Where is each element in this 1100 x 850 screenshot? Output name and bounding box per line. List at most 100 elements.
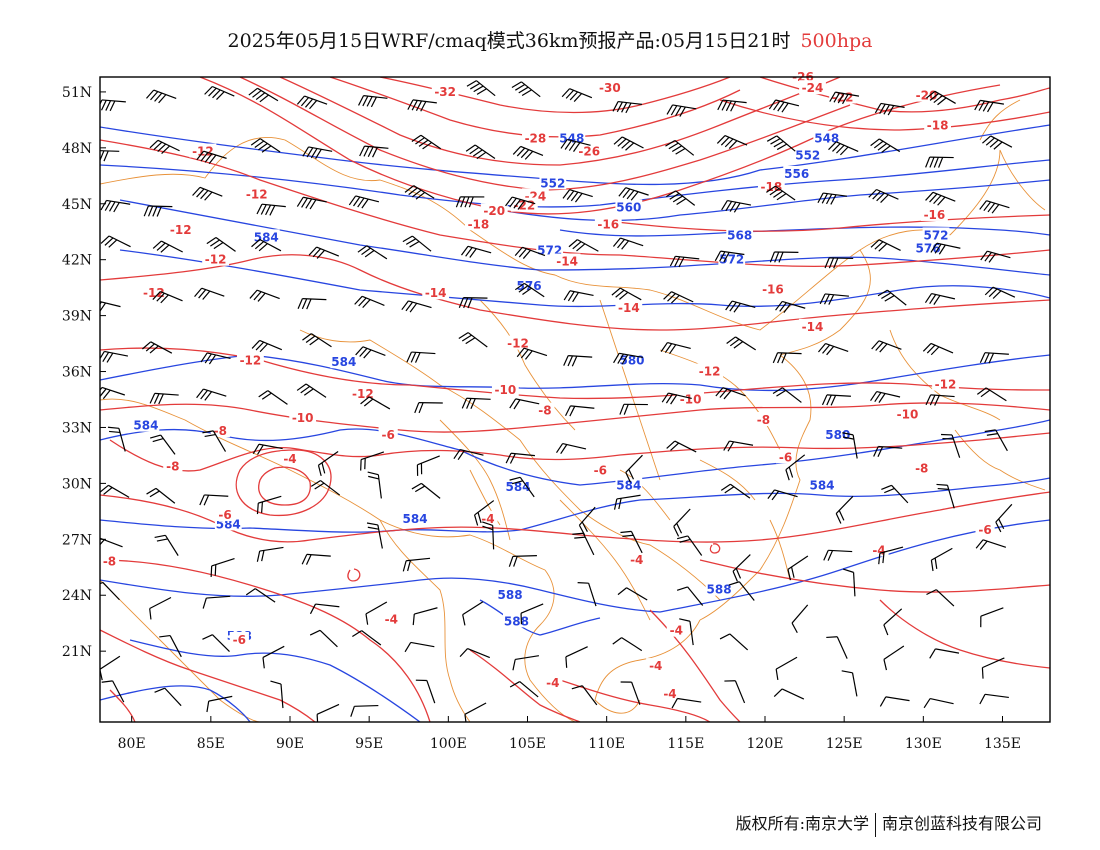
wind-barb-feather [513,199,521,209]
wind-barb-feather [253,291,262,301]
wind-barb-feather [196,388,204,399]
lon-tick-label: 110E [588,736,625,752]
wind-barb-staff [677,697,702,703]
wind-barb-feather [879,696,887,707]
temperature-contour-label: -6 [594,463,607,477]
wind-barb-staff [935,648,960,654]
wind-barb-feather [818,343,827,353]
wind-barb-feather [934,243,942,254]
wind-barb-staff [520,603,544,614]
wind-barb-feather [769,251,775,263]
wind-barb-feather [254,241,265,250]
temperature-contour-label: -10 [897,407,919,421]
wind-barb-feather [983,201,992,212]
wind-barb-feather [109,100,116,112]
wind-barb-feather [978,100,985,111]
temperature-contour-label: -30 [599,81,621,95]
temperature-contour-label: -16 [762,283,784,297]
wind-barb-feather [152,437,164,443]
temperature-contour-label: -8 [166,460,179,474]
wind-barb-feather [158,393,164,405]
wind-barb-feather [566,190,575,201]
wind-barb-feather [621,240,630,250]
wind-barb-feather [465,247,473,257]
wind-barb-feather [415,137,425,145]
wind-barb-feather [199,494,205,506]
wind-barb-feather [200,190,209,200]
wind-barb-feather [154,92,163,102]
wind-barb-feather [255,341,265,351]
wind-barb-feather [621,140,631,149]
wind-barb-feather [404,185,415,193]
wind-barb-feather [670,105,678,116]
height-contour-label-bg [718,251,746,266]
wind-barb-feather [934,557,938,569]
wind-barb-feather [524,350,533,360]
wind-barb-feather [929,93,940,101]
wind-barb-feather [415,100,423,111]
wind-barb-staff [621,637,643,652]
wind-barb-staff [112,680,125,703]
wind-barb-feather [879,103,886,114]
wind-barb-feather [672,195,683,203]
wind-barb-feather [929,648,936,659]
wind-barb-feather [250,138,261,146]
wind-barb-feather [873,140,884,149]
wind-barb-feather [261,501,264,513]
wind-barb-feather [477,512,482,524]
wind-barb-feather [615,289,625,298]
wind-barb-feather [929,193,938,203]
wind-barb-feather [676,586,688,591]
wind-barb-staff [212,634,230,653]
wind-barb-feather [309,100,318,110]
wind-barb-feather [259,343,269,353]
wind-barb-feather [256,550,261,562]
wind-barb-feather [458,332,469,339]
wind-barb-feather [505,196,513,207]
temperature-contour-label: -20 [483,204,505,218]
wind-barb-staff [687,586,704,606]
wind-barb-feather [923,698,931,709]
wind-barb-feather [158,94,167,104]
wind-barb-staff [883,608,903,626]
wind-barb-feather [202,634,213,640]
wind-barb-feather [732,571,738,582]
wind-barb-feather [791,622,798,634]
wind-barb-feather [573,93,583,102]
wind-barb-feather [200,152,209,162]
wind-barb-feather [874,241,884,250]
wind-barb-feather [405,301,414,312]
height-contour-label-bg [496,587,524,602]
wind-barb-staff [149,596,172,610]
wind-barb-feather [520,149,530,159]
wind-barb-feather [367,526,379,530]
wind-barb-feather [870,391,878,402]
temperature-contour-label-bg [799,318,826,333]
title-level: 500hpa [800,30,873,52]
wind-barb-feather [868,189,877,198]
wind-barb-feather [938,244,946,255]
wind-barb-staff [467,648,490,659]
height-contour-label-bg [132,417,160,432]
temperature-contour-label: -6 [978,523,991,537]
wind-barb-feather [415,191,426,200]
wind-barb-feather [453,449,461,460]
wind-barb-feather [929,156,935,168]
temperature-contour-label: -4 [649,659,662,673]
wind-barb-feather [161,145,171,154]
wind-barb-feather [879,343,888,353]
wind-barb-staff [254,588,276,603]
wind-barb-feather [842,436,854,440]
wind-barb-feather [256,203,263,215]
wind-barb-feather [565,656,568,668]
wind-barb-feather [100,99,103,106]
temperature-contour-label: -10 [292,411,314,425]
wind-barb-feather [673,526,680,537]
wind-barb-feather [357,245,368,253]
wind-barb-feather [988,253,997,263]
wind-barb-feather [930,242,938,253]
wind-barb-feather [825,193,833,205]
wind-barb-feather [156,538,168,542]
temperature-contour-label: -14 [618,301,640,315]
temperature-label-layer: -26-24-22 -20-18-32 -30-28-26-24-22-20-18-… [99,69,995,701]
